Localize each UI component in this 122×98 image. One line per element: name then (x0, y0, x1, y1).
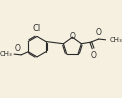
Text: O: O (96, 28, 102, 37)
Text: Cl: Cl (33, 24, 41, 33)
Text: CH₃: CH₃ (0, 51, 12, 57)
Text: O: O (69, 32, 75, 41)
Text: O: O (15, 44, 20, 53)
Text: CH₃: CH₃ (110, 37, 122, 43)
Text: O: O (90, 51, 96, 60)
